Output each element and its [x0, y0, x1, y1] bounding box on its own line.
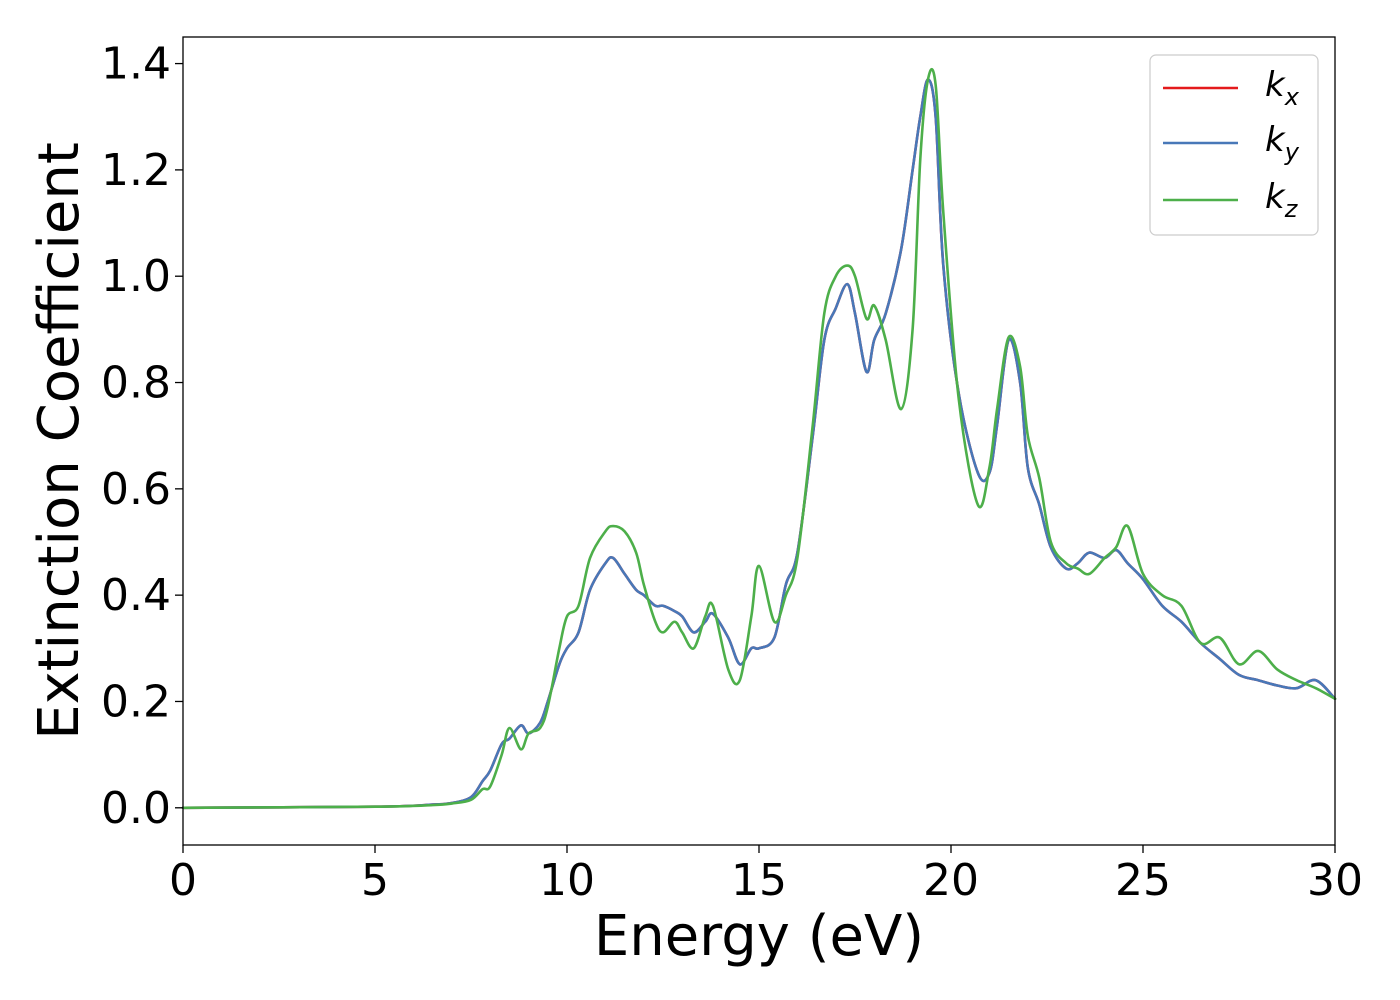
- legend-label-subscript: z: [1284, 195, 1299, 223]
- legend-label-subscript: x: [1284, 83, 1300, 111]
- y-tick-label: 0.6: [101, 464, 171, 515]
- y-axis-title: Extinction Coefficient: [27, 142, 92, 740]
- series-layer: [181, 67, 1337, 810]
- y-tick-label: 0.4: [101, 570, 171, 621]
- legend-label-y: ky: [1265, 120, 1300, 166]
- legend-label-base: k: [1265, 177, 1286, 217]
- legend-box: [1149, 54, 1319, 236]
- y-tick-label: 0.8: [101, 358, 171, 409]
- y-tick-label: 1.4: [101, 39, 171, 90]
- y-tick-label: 0.2: [101, 676, 171, 727]
- x-tick-label: 15: [731, 855, 787, 906]
- x-tick-label: 5: [361, 855, 389, 906]
- legend-label-x: kx: [1265, 65, 1300, 111]
- y-tick-label: 1.0: [101, 251, 171, 302]
- y-tick-label: 0.0: [101, 783, 171, 834]
- y-axis: 0.0 0.2 0.4 0.6 0.8 1.0 1.2 1.4: [101, 39, 183, 834]
- legend-label-z: kz: [1265, 177, 1299, 223]
- x-tick-label: 25: [1115, 855, 1171, 906]
- x-tick-label: 30: [1307, 855, 1363, 906]
- x-axis: 0 5 10 15 20 25 30: [169, 845, 1363, 906]
- series-line-z: [181, 67, 1337, 810]
- legend-label-subscript: y: [1284, 138, 1300, 166]
- x-tick-label: 0: [169, 855, 197, 906]
- legend-label-base: k: [1265, 65, 1286, 105]
- y-tick-label: 1.2: [101, 145, 171, 196]
- legend-label-base: k: [1265, 120, 1286, 160]
- x-axis-title: Energy (eV): [594, 904, 924, 969]
- x-tick-label: 10: [539, 855, 595, 906]
- x-tick-label: 20: [923, 855, 979, 906]
